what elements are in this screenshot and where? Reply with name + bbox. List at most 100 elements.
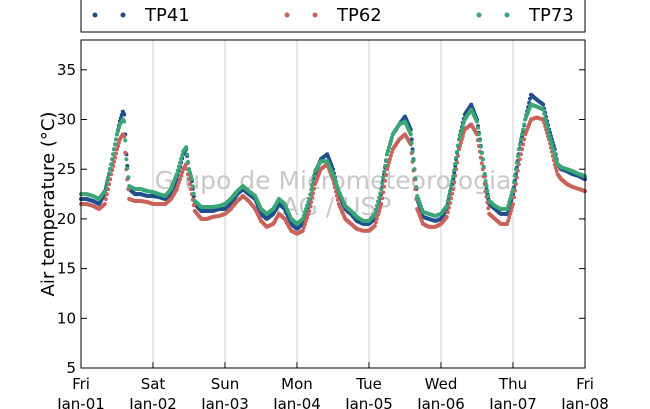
data-point (385, 167, 389, 172)
data-point (451, 187, 456, 192)
data-point (188, 182, 192, 187)
data-point (509, 193, 514, 198)
plot-frame (80, 39, 586, 369)
legend-marker-tp73 (476, 12, 482, 18)
data-point (190, 184, 195, 189)
data-point (389, 135, 394, 140)
data-point (307, 209, 312, 213)
y-tick-label: 35 (57, 61, 76, 79)
data-point (549, 142, 554, 147)
data-point (123, 138, 128, 143)
data-point (378, 205, 383, 210)
data-point (517, 157, 522, 162)
data-point (102, 189, 107, 194)
data-point (188, 170, 192, 175)
data-point (388, 154, 393, 158)
y-tick-label: 5 (66, 359, 76, 377)
data-point (305, 203, 310, 208)
data-point (122, 112, 127, 117)
data-point (376, 199, 380, 204)
data-point (175, 168, 180, 173)
data-point (547, 132, 551, 137)
data-point (301, 213, 306, 218)
data-point (481, 164, 486, 169)
data-point (551, 149, 556, 153)
data-point (509, 208, 514, 213)
data-point (386, 149, 390, 153)
data-point (486, 206, 491, 211)
series-tp73 (79, 102, 587, 226)
data-point (548, 139, 553, 144)
data-point (122, 134, 127, 139)
data-point (553, 165, 558, 170)
legend-marker-tp62 (312, 12, 318, 18)
data-point (455, 149, 460, 154)
data-point (511, 187, 515, 192)
data-point (482, 171, 487, 176)
y-tick-label: 10 (57, 309, 76, 327)
data-point (175, 183, 180, 188)
data-point (104, 180, 109, 185)
data-point (104, 192, 109, 197)
data-point (108, 166, 113, 171)
x-tick-label-date: Jan-07 (488, 395, 537, 409)
data-point (176, 180, 181, 185)
data-point (411, 158, 416, 163)
data-point (452, 168, 457, 172)
data-point (458, 134, 462, 139)
data-point (520, 147, 524, 152)
series-tp62 (79, 115, 587, 236)
legend-marker-tp41 (92, 12, 98, 18)
data-point (126, 175, 131, 180)
data-point (106, 175, 110, 180)
data-point (115, 132, 119, 137)
x-tick-label-date: Jan-08 (560, 395, 609, 409)
data-point (512, 195, 516, 200)
y-axis: 5 10 15 20 25 30 35 (57, 61, 585, 377)
data-point (381, 175, 386, 180)
data-point (379, 202, 384, 206)
data-point (548, 135, 552, 140)
data-point (372, 223, 377, 228)
data-point (191, 203, 196, 208)
data-point (308, 204, 313, 209)
data-point (505, 211, 510, 216)
data-point (480, 157, 485, 162)
data-point (123, 150, 128, 155)
data-point (512, 180, 516, 185)
data-point (300, 228, 305, 233)
data-point (124, 157, 129, 162)
data-point (506, 218, 511, 223)
legend: TP41 TP62 TP73 (80, 0, 586, 33)
x-tick-label-date: Jan-05 (344, 395, 393, 409)
data-point (373, 207, 378, 212)
data-point (477, 138, 482, 143)
legend-label-tp41: TP41 (144, 5, 190, 26)
data-point (176, 164, 181, 169)
data-point (553, 155, 558, 160)
data-point (507, 200, 512, 205)
data-point (459, 127, 464, 132)
data-point (476, 125, 480, 130)
data-point (103, 197, 108, 201)
data-point (387, 142, 392, 147)
data-point (448, 189, 452, 194)
data-point (300, 216, 305, 221)
data-point (545, 124, 550, 129)
legend-label-tp73: TP73 (528, 5, 574, 26)
data-point (174, 172, 179, 177)
data-point (388, 139, 393, 144)
data-point (522, 122, 527, 127)
data-point (312, 173, 316, 178)
data-point (478, 144, 483, 149)
data-point (109, 162, 114, 167)
data-point (413, 176, 418, 181)
data-point (457, 137, 461, 142)
data-point (511, 202, 515, 206)
data-point (475, 119, 479, 124)
data-point (387, 157, 392, 162)
data-point (383, 163, 388, 168)
legend-marker-tp62 (284, 12, 290, 18)
data-point (378, 191, 383, 196)
x-tick-label-date: Jan-06 (416, 395, 465, 409)
